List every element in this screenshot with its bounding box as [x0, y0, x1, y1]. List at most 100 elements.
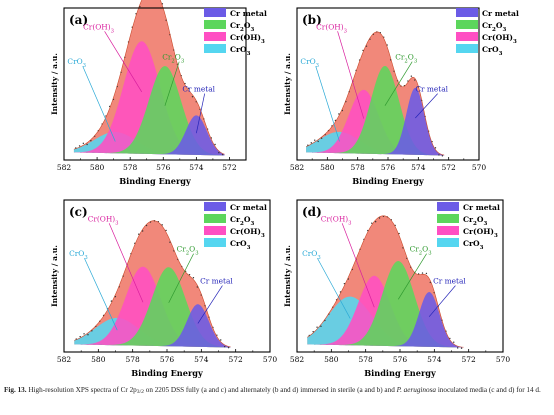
data-point	[138, 233, 140, 235]
data-point	[218, 152, 220, 154]
data-point	[221, 153, 224, 156]
data-point	[87, 334, 89, 336]
legend-label-cr2o3: Cr2O3	[482, 21, 507, 33]
data-point	[310, 142, 312, 144]
annotation-arrow	[168, 253, 194, 303]
caption-figure-number: Fig. 13.	[4, 386, 27, 394]
legend-label-cr-metal: Cr metal	[463, 203, 500, 212]
annotation-arrow	[428, 285, 456, 317]
data-point	[456, 347, 459, 349]
data-point	[227, 346, 230, 349]
legend-swatch	[456, 44, 478, 53]
peak-cr-metal	[307, 292, 464, 348]
annotation-cr-oh-3: Cr(OH)3	[316, 22, 347, 34]
caption-text-2: on 2205 DSS fully (a and c) and alternat…	[145, 386, 395, 394]
x-tick-label: 582	[57, 163, 72, 172]
x-tick-label: 574	[189, 163, 204, 172]
x-tick-label: 570	[263, 355, 278, 364]
legend-swatch	[437, 226, 459, 235]
data-point	[453, 341, 455, 343]
data-point	[338, 113, 340, 115]
legend-label-cr2o3: Cr2O3	[230, 215, 255, 227]
legend-label-cr-metal: Cr metal	[230, 9, 267, 18]
peak-cr2o3	[306, 66, 445, 156]
data-point	[365, 45, 368, 47]
legend-swatch	[456, 8, 478, 17]
x-tick-label: 576	[160, 355, 175, 364]
envelope-line	[305, 31, 445, 156]
annotation-cr-metal: Cr metal	[182, 85, 215, 94]
xps-figure: 582 580 578 576 574 572 Binding Energy Intensit…	[50, 0, 519, 378]
envelope-line	[73, 0, 225, 155]
legend-label-cro3: CrO3	[482, 45, 503, 57]
data-point	[188, 273, 191, 276]
data-point	[141, 230, 144, 232]
annotation-arrow	[84, 258, 118, 331]
x-tick-label: 574	[411, 163, 426, 172]
data-point	[220, 339, 222, 341]
chart-panel-3: 582 580 578 576 574 572 570 Binding Energy Inten…	[283, 199, 510, 378]
y-axis-label: Intensity / a.u.	[50, 53, 59, 115]
data-point	[371, 222, 373, 224]
annotation-arrow	[397, 253, 427, 300]
x-tick-label: 578	[359, 355, 374, 364]
x-tick-label: 580	[320, 163, 335, 172]
annotation-arrow	[104, 31, 143, 93]
legend-swatch	[456, 32, 478, 41]
annotation-arrow	[337, 31, 365, 119]
data-point	[374, 221, 377, 223]
data-point	[188, 87, 190, 90]
peak-cr-metal	[73, 115, 225, 156]
envelope-line	[74, 220, 231, 348]
data-point	[316, 326, 318, 328]
panel-label: (a)	[69, 13, 88, 27]
annotation-cr-oh-3: Cr(OH)3	[321, 214, 352, 226]
legend-swatch	[204, 214, 226, 223]
annotation-cro3: CrO3	[67, 57, 86, 69]
legend-swatch	[437, 202, 459, 211]
data-point	[110, 300, 113, 302]
x-tick-label: 578	[123, 163, 138, 172]
chart-panel-1: 582 580 578 576 574 572 570 Binding Energy Inten…	[283, 7, 519, 186]
x-tick-label: 576	[393, 355, 408, 364]
data-point	[441, 155, 444, 157]
x-axis-label: Binding Energy	[131, 368, 203, 378]
legend-swatch	[204, 8, 226, 17]
x-tick-label: 572	[229, 355, 244, 364]
data-point	[196, 286, 199, 288]
figure-caption: Fig. 13. High-resolution XPS spectra of …	[4, 386, 550, 398]
x-axis-label: Binding Energy	[119, 176, 191, 186]
chart-panel-2: 582 580 578 576 574 572 570 Binding Energy Inten…	[50, 199, 278, 378]
annotation-cr-metal: Cr metal	[433, 277, 466, 286]
legend-swatch	[204, 202, 226, 211]
data-point	[223, 346, 226, 348]
data-point	[320, 137, 323, 139]
caption-subscript: 3/2	[136, 389, 144, 395]
peak-cr-metal	[74, 304, 231, 348]
annotation-arrow	[315, 66, 340, 142]
data-point	[191, 95, 194, 98]
envelope-line	[307, 215, 464, 348]
x-tick-label: 572	[462, 355, 477, 364]
x-axis-label: Binding Energy	[352, 176, 424, 186]
x-tick-label: 578	[351, 163, 366, 172]
annotation-arrow	[197, 285, 223, 324]
data-point	[83, 333, 85, 335]
x-tick-label: 582	[290, 355, 305, 364]
data-point	[317, 140, 319, 143]
annotation-cr2o3: Cr2O3	[410, 245, 432, 257]
data-point	[460, 347, 463, 349]
data-point	[82, 142, 85, 145]
legend-swatch	[204, 238, 226, 247]
annotation-arrow	[196, 93, 206, 134]
annotation-cro3: CrO3	[300, 57, 319, 69]
data-point	[145, 224, 148, 227]
annotation-arrow	[415, 93, 438, 119]
x-tick-label: 570	[472, 163, 487, 172]
y-axis-label: Intensity / a.u.	[50, 245, 59, 307]
x-tick-label: 582	[290, 163, 305, 172]
x-tick-label: 580	[91, 355, 106, 364]
